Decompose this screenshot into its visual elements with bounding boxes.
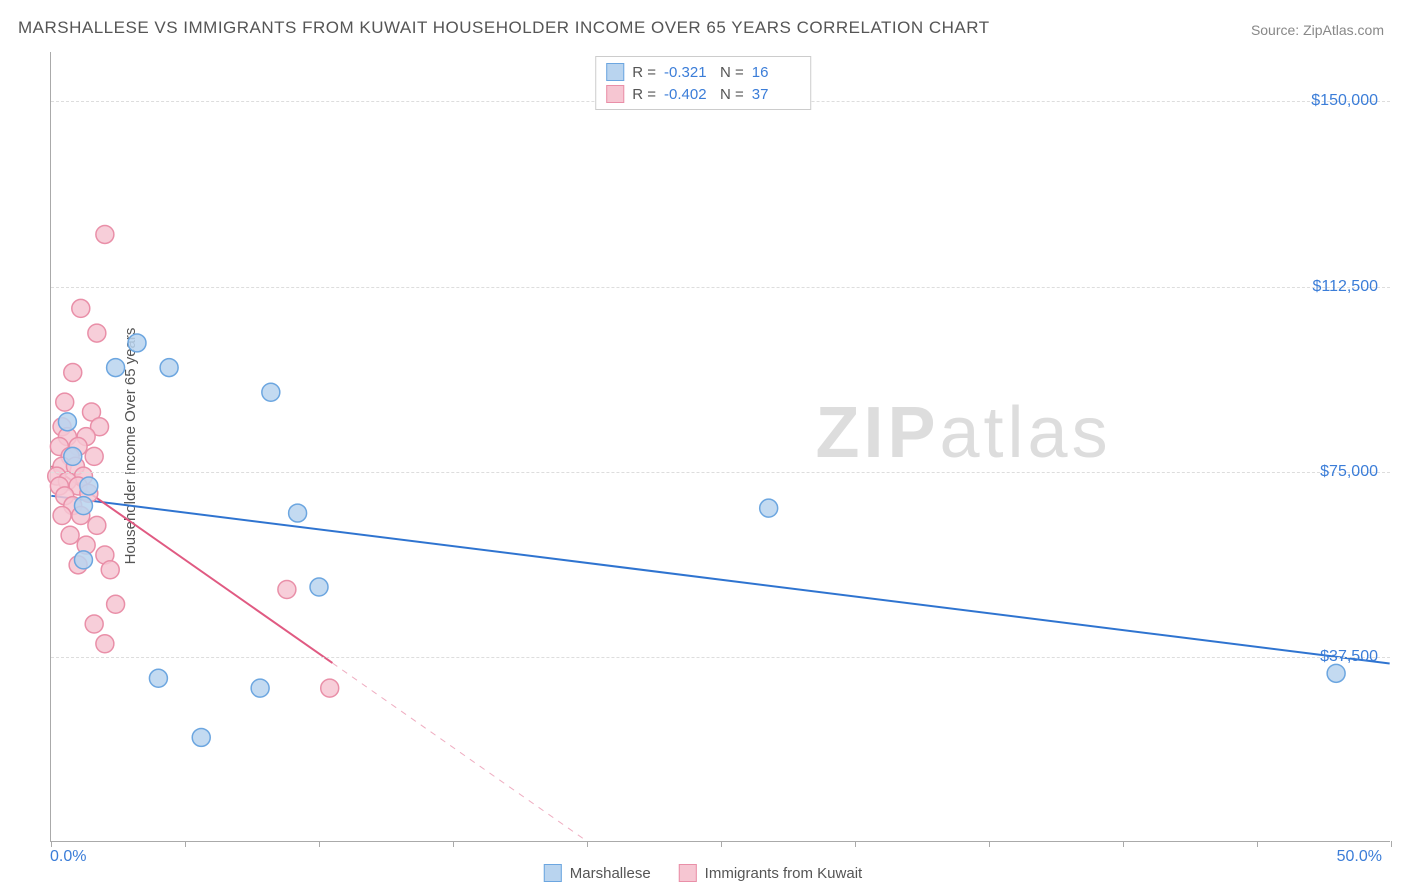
- chart-svg: [51, 52, 1390, 841]
- x-tick: [587, 841, 588, 847]
- legend-item-0: Marshallese: [544, 864, 651, 882]
- legend-swatch-1: [679, 864, 697, 882]
- stats-row-series-0: R = -0.321 N = 16: [606, 61, 800, 83]
- n-label-1: N =: [720, 86, 744, 103]
- x-tick: [855, 841, 856, 847]
- source-attribution: Source: ZipAtlas.com: [1251, 22, 1384, 38]
- x-axis-min-label: 0.0%: [50, 848, 86, 866]
- x-axis-max-label: 50.0%: [1337, 848, 1382, 866]
- n-value-1: 37: [752, 86, 800, 103]
- x-tick: [51, 841, 52, 847]
- legend-label-1: Immigrants from Kuwait: [705, 865, 863, 882]
- y-tick-label: $37,500: [1320, 648, 1378, 666]
- r-label-1: R =: [632, 86, 656, 103]
- x-tick: [721, 841, 722, 847]
- stats-legend: R = -0.321 N = 16 R = -0.402 N = 37: [595, 56, 811, 110]
- bottom-legend: Marshallese Immigrants from Kuwait: [544, 864, 862, 882]
- y-tick-label: $150,000: [1311, 92, 1378, 110]
- stats-row-series-1: R = -0.402 N = 37: [606, 83, 800, 105]
- plot-area: $37,500 $75,000 $112,500 $150,000: [50, 52, 1390, 842]
- x-tick: [453, 841, 454, 847]
- x-tick: [319, 841, 320, 847]
- x-tick: [1123, 841, 1124, 847]
- r-label-0: R =: [632, 64, 656, 81]
- gridline-h: [51, 657, 1390, 658]
- legend-item-1: Immigrants from Kuwait: [679, 864, 863, 882]
- r-value-0: -0.321: [664, 64, 712, 81]
- legend-label-0: Marshallese: [570, 865, 651, 882]
- gridline-h: [51, 287, 1390, 288]
- y-tick-label: $75,000: [1320, 463, 1378, 481]
- gridline-h: [51, 472, 1390, 473]
- swatch-series-0: [606, 63, 624, 81]
- x-tick: [1391, 841, 1392, 847]
- x-tick: [1257, 841, 1258, 847]
- x-tick: [989, 841, 990, 847]
- swatch-series-1: [606, 85, 624, 103]
- n-value-0: 16: [752, 64, 800, 81]
- r-value-1: -0.402: [664, 86, 712, 103]
- y-tick-label: $112,500: [1312, 278, 1378, 296]
- x-tick: [185, 841, 186, 847]
- legend-swatch-0: [544, 864, 562, 882]
- n-label-0: N =: [720, 64, 744, 81]
- chart-title: MARSHALLESE VS IMMIGRANTS FROM KUWAIT HO…: [18, 18, 990, 38]
